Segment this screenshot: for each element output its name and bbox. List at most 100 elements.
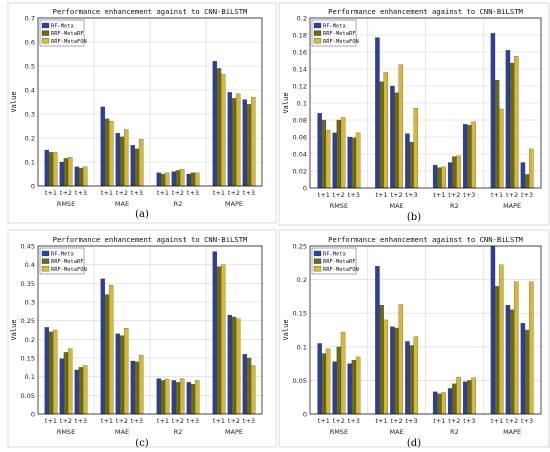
bar <box>432 164 438 189</box>
bar <box>212 251 218 415</box>
bar <box>175 170 181 187</box>
bar <box>379 81 384 189</box>
legend-swatch <box>313 38 322 44</box>
legend-entry: RF-Meta <box>51 24 74 30</box>
group-label: MAE <box>390 202 404 210</box>
x-subtick-label: t+1 <box>376 191 388 199</box>
bar <box>250 365 256 415</box>
legend-swatch <box>313 30 322 36</box>
bar <box>398 304 404 415</box>
bar <box>379 305 384 415</box>
group-label: MAPE <box>225 200 243 208</box>
panel-label: (d) <box>407 438 421 449</box>
x-subtick-label: t+3 <box>75 417 87 425</box>
y-tick-label: 0.05 <box>21 392 35 400</box>
x-subtick-label: t+3 <box>463 191 475 199</box>
bar <box>115 133 121 187</box>
bar <box>164 172 170 187</box>
bar <box>375 37 380 189</box>
group-label: R2 <box>450 202 459 210</box>
chart-title: Performance enhancement against to CNN-B… <box>328 235 523 244</box>
group-label: MAE <box>115 200 129 208</box>
bar <box>134 148 140 187</box>
bar <box>52 152 58 187</box>
x-subtick-label: t+2 <box>333 191 345 199</box>
bar <box>100 106 106 187</box>
x-subtick-label: t+2 <box>60 189 72 197</box>
bar <box>456 155 461 189</box>
bar <box>413 107 419 189</box>
bar <box>212 61 218 187</box>
x-subtick-label: t+2 <box>172 417 184 425</box>
legend-swatch <box>313 22 322 29</box>
y-tick-label: 0.04 <box>293 151 307 159</box>
bar <box>409 141 414 189</box>
bar <box>235 93 241 187</box>
x-subtick-label: t+3 <box>521 191 533 199</box>
bar <box>509 309 515 415</box>
y-axis-label: Value <box>282 319 290 340</box>
bar <box>524 174 530 189</box>
bar <box>317 113 322 189</box>
x-subtick-label: t+3 <box>131 417 143 425</box>
bar <box>398 64 404 189</box>
bar <box>514 281 519 415</box>
panel-label: (b) <box>407 212 421 223</box>
bar <box>235 318 241 415</box>
y-tick-label: 0.2 <box>25 336 35 344</box>
legend-entry: RRF-MetaRF <box>323 31 355 37</box>
legend-swatch <box>313 250 322 257</box>
bar <box>514 56 519 189</box>
panel-label: (c) <box>135 438 149 449</box>
legend-entry: RRF-MetaFON <box>51 39 87 45</box>
x-subtick-label: t+1 <box>318 191 330 199</box>
chart-title: Performance enhancement against to CNN-B… <box>53 7 248 16</box>
bar <box>520 162 526 189</box>
legend-swatch <box>41 258 50 264</box>
bar <box>186 382 192 415</box>
x-subtick-label: t+3 <box>243 189 255 197</box>
group-label: MAE <box>390 428 404 436</box>
bar <box>74 369 80 415</box>
y-tick-label: 0.35 <box>21 280 35 288</box>
x-subtick-label: t+1 <box>213 417 225 425</box>
legend-entry: RF-Meta <box>323 24 346 30</box>
group-label: MAPE <box>503 428 521 436</box>
bar <box>246 357 252 415</box>
bar <box>347 363 352 415</box>
group-label: MAE <box>115 428 129 436</box>
bar <box>336 346 342 415</box>
bar <box>383 72 389 189</box>
y-tick-label: 0.2 <box>297 15 307 23</box>
bar <box>529 281 534 415</box>
y-tick-label: 0 <box>31 183 35 191</box>
bar <box>216 266 222 415</box>
legend-swatch <box>41 22 50 29</box>
y-tick-label: 0.1 <box>297 343 307 351</box>
legend-entry: RRF-MetaRF <box>51 259 83 265</box>
bar <box>452 156 457 189</box>
y-tick-label: 0.15 <box>293 310 307 318</box>
x-subtick-label: t+1 <box>433 417 445 425</box>
x-subtick-label: t+3 <box>187 417 199 425</box>
y-tick-label: 0.7 <box>25 15 35 23</box>
x-subtick-label: t+2 <box>448 191 460 199</box>
y-tick-label: 0 <box>303 185 307 193</box>
x-subtick-label: t+2 <box>228 189 240 197</box>
bar <box>220 264 226 415</box>
y-tick-label: 0.5 <box>25 63 35 71</box>
bar <box>394 92 399 189</box>
legend-entry: RRF-MetaFON <box>323 267 359 273</box>
y-tick-label: 0.3 <box>25 111 35 119</box>
bar <box>494 286 500 415</box>
legend-swatch <box>313 258 322 264</box>
plot-axes <box>309 17 542 189</box>
bar <box>529 148 534 189</box>
bar <box>108 285 114 415</box>
bar <box>100 278 106 415</box>
bar <box>130 360 136 415</box>
x-subtick-label: t+1 <box>318 417 330 425</box>
x-subtick-label: t+3 <box>75 189 87 197</box>
bar <box>59 358 65 415</box>
bar <box>78 167 84 187</box>
